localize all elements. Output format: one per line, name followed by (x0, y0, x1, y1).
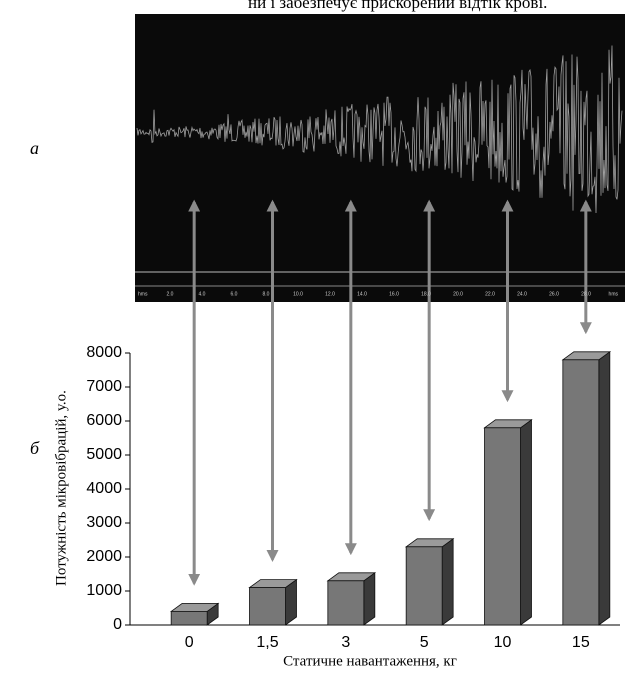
waveform-axis-label: 14.0 (357, 291, 367, 297)
bar-side (598, 351, 611, 626)
y-tick-label: 0 (113, 616, 122, 633)
x-tick-label: 1,5 (256, 634, 278, 651)
bar (248, 578, 298, 626)
waveform-axis-label: 12.0 (325, 291, 335, 297)
y-tick-label: 4000 (86, 480, 122, 497)
waveform-axis-label: 16.0 (389, 291, 399, 297)
panel-label: а (30, 138, 39, 158)
bar-front (327, 580, 365, 626)
bar (483, 419, 533, 626)
x-tick-label: 10 (494, 634, 512, 651)
waveform-axis-label: 6.0 (231, 291, 238, 297)
x-tick-label: 15 (572, 634, 590, 651)
bar-front (562, 359, 600, 626)
waveform-axis-label: 24.0 (517, 291, 527, 297)
y-tick-label: 1000 (86, 582, 122, 599)
bar-side (363, 572, 376, 626)
y-tick-label: 2000 (86, 548, 122, 565)
waveform-axis-label: 26.0 (549, 291, 559, 297)
x-tick-label: 0 (185, 634, 194, 651)
waveform (136, 45, 623, 214)
waveform-axis-label: 18.0 (421, 291, 431, 297)
waveform-axis-label: hms (609, 291, 619, 297)
waveform-axis-label: 20.0 (453, 291, 463, 297)
y-tick-label: 8000 (86, 344, 122, 361)
y-tick-label: 5000 (86, 446, 122, 463)
y-tick-label: 6000 (86, 412, 122, 429)
y-axis-label: Потужність мікровібрацій, у.о. (53, 390, 69, 586)
waveform-panel (135, 14, 625, 302)
caption-fragment: ни і забезпечує прискорений відтік крові… (248, 0, 547, 12)
y-tick-label: 3000 (86, 514, 122, 531)
bar-side (520, 419, 532, 626)
bar (169, 602, 220, 626)
waveform-axis-label: 4.0 (199, 291, 206, 297)
y-tick-label: 7000 (86, 378, 122, 395)
waveform-axis-label: 28.0 (581, 291, 591, 297)
bar-front (170, 611, 208, 626)
x-axis-label: Статичне навантаження, кг (283, 653, 457, 669)
x-tick-label: 3 (341, 634, 350, 651)
waveform-axis-label: hms (138, 291, 148, 297)
x-tick-label: 5 (420, 634, 429, 651)
bar-front (249, 587, 286, 626)
bar-front (405, 546, 443, 626)
waveform-axis-label: 2.0 (167, 291, 174, 297)
waveform-axis-label: 22.0 (485, 291, 495, 297)
bar-front (484, 427, 521, 626)
bar (404, 538, 455, 626)
bar (326, 572, 377, 626)
panel-label: б (30, 438, 40, 458)
bar (561, 351, 612, 626)
waveform-axis-label: 10.0 (293, 291, 303, 297)
bar-side (441, 538, 454, 626)
waveform-axis-label: 8.0 (263, 291, 270, 297)
